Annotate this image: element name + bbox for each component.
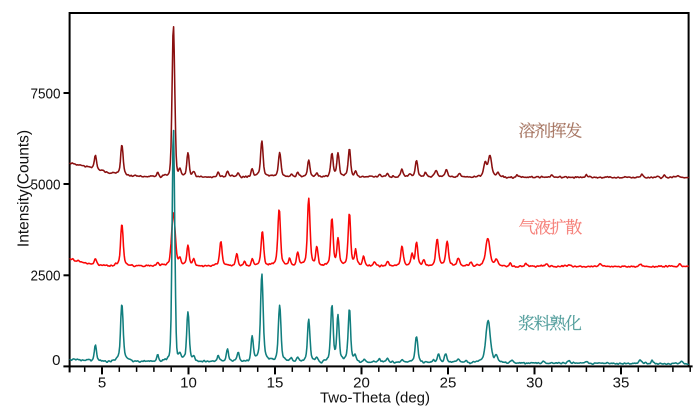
svg-text:0: 0: [52, 352, 60, 369]
svg-text:30: 30: [526, 375, 543, 392]
svg-text:5: 5: [98, 375, 106, 392]
svg-text:Intensity(Counts): Intensity(Counts): [15, 130, 32, 247]
svg-text:20: 20: [353, 375, 370, 392]
svg-text:35: 35: [613, 375, 630, 392]
svg-text:7500: 7500: [31, 85, 61, 102]
svg-text:5000: 5000: [31, 176, 61, 193]
svg-text:2500: 2500: [31, 268, 61, 285]
svg-text:Two-Theta (deg): Two-Theta (deg): [320, 389, 430, 406]
svg-text:15: 15: [267, 375, 284, 392]
svg-text:10: 10: [180, 375, 197, 392]
svg-text:25: 25: [440, 375, 457, 392]
